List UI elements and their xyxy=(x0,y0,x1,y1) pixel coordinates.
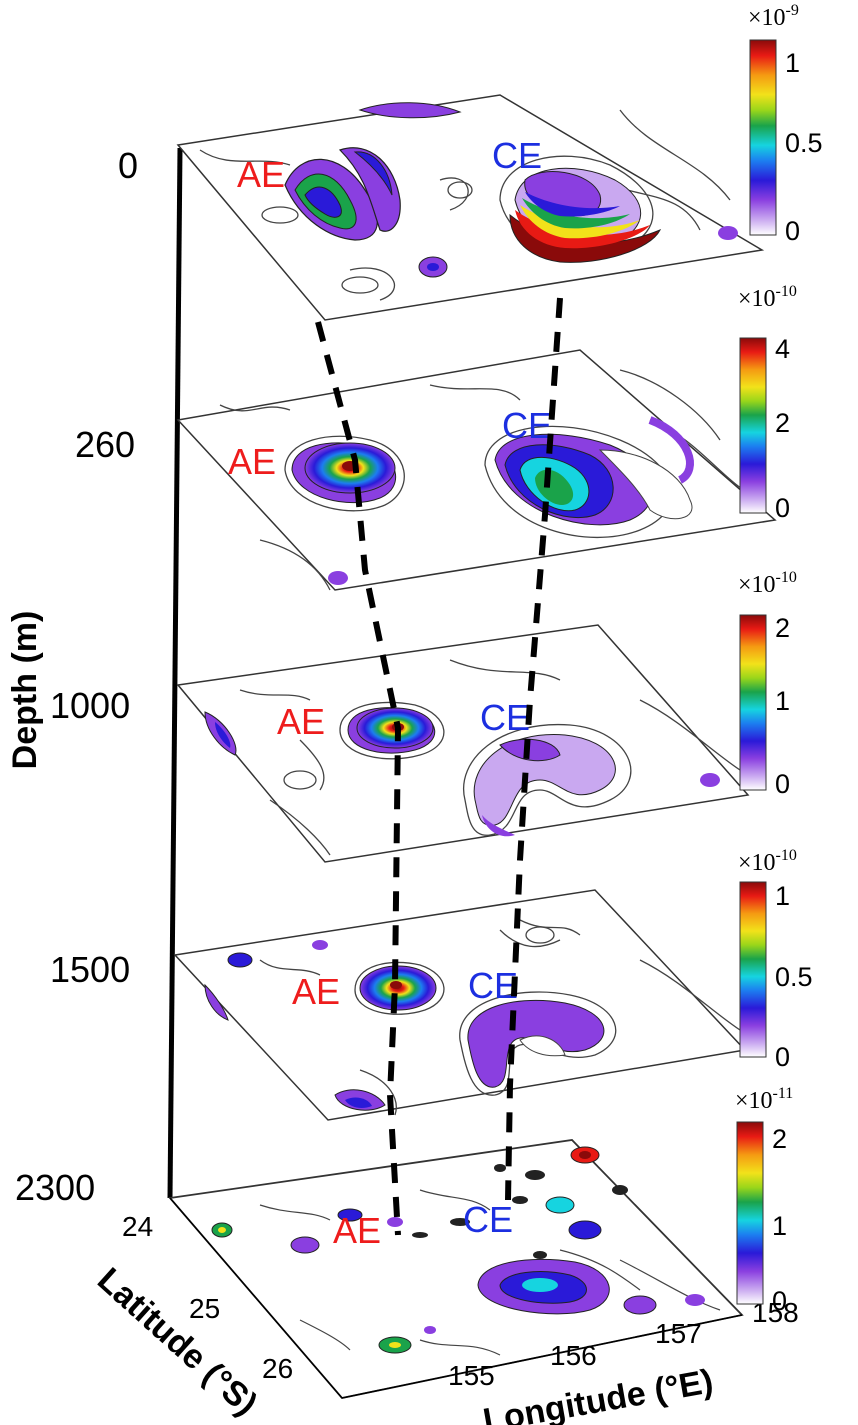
colorbar-tick: 0 xyxy=(775,1042,790,1072)
colorbar-tick: 1 xyxy=(775,686,790,716)
longitude-tick: 156 xyxy=(550,1340,597,1371)
depth-tick-0: 0 xyxy=(118,145,138,186)
colorbar-tick: 0 xyxy=(775,493,790,523)
eddy-label-ce: CE xyxy=(480,697,530,738)
layer-plane xyxy=(176,94,765,321)
colorbar-scale: ×10-10 xyxy=(738,569,797,598)
depth-axis: 0 260 1000 1500 2300 Depth (m) xyxy=(6,145,138,1208)
ae-track xyxy=(315,321,402,1236)
layer-0m: AE CE xyxy=(176,94,765,321)
eddy-label-ce: CE xyxy=(463,1199,513,1240)
latitude-tick: 26 xyxy=(262,1353,293,1384)
latitude-axis-title: Latitude (°S) xyxy=(90,1261,264,1423)
colorbar-tick: 4 xyxy=(775,334,790,364)
colorbar-2300m: ×10-11 2 1 0 xyxy=(735,1085,793,1316)
colorbar-1000m: ×10-10 2 1 0 xyxy=(738,569,797,799)
colorbar-0m: ×10-9 1 0.5 0 xyxy=(748,2,823,246)
colorbar-tick: 2 xyxy=(775,408,790,438)
eddy-label-ae: AE xyxy=(292,971,340,1012)
layer-plane xyxy=(176,624,750,863)
colorbar-tick: 1 xyxy=(772,1211,787,1241)
layer-260m: AE CE xyxy=(176,349,777,591)
layer-plane xyxy=(173,889,747,1121)
colorbar-tick: 0.5 xyxy=(785,128,823,158)
eddy-label-ce: CE xyxy=(492,135,542,176)
layer-2300m: AE CE xyxy=(168,1139,744,1399)
layer-plane xyxy=(176,349,777,591)
longitude-tick: 157 xyxy=(655,1318,702,1349)
colorbar-scale: ×10-9 xyxy=(748,2,799,31)
colorbar-tick: 2 xyxy=(772,1124,787,1154)
layer-1000m: AE CE xyxy=(176,624,750,863)
layer-1500m: AE CE xyxy=(173,889,747,1121)
eddy-label-ae: AE xyxy=(333,1210,381,1251)
latitude-tick: 25 xyxy=(189,1293,220,1324)
colorbar-tick: 1 xyxy=(785,48,800,78)
depth-tick-2300: 2300 xyxy=(15,1167,95,1208)
colorbar-tick: 0 xyxy=(772,1286,787,1316)
eddy-center-tracks xyxy=(315,297,563,1236)
depth-tick-1500: 1500 xyxy=(50,949,130,990)
eddy-label-ce: CE xyxy=(502,405,552,446)
colorbar-1500m: ×10-10 1 0.5 0 xyxy=(738,847,813,1072)
ce-track xyxy=(505,297,563,1201)
latitude-tick: 24 xyxy=(122,1211,153,1242)
colorbar-tick: 0 xyxy=(785,216,800,246)
eddy-label-ae: AE xyxy=(228,441,276,482)
longitude-tick: 155 xyxy=(448,1360,495,1391)
eddy-label-ae: AE xyxy=(237,154,285,195)
eddy-label-ae: AE xyxy=(277,701,325,742)
colorbar-tick: 2 xyxy=(775,613,790,643)
depth-axis-line xyxy=(167,147,183,1199)
longitude-axis-title: Longitude (°E) xyxy=(480,1362,716,1425)
eddy-label-ce: CE xyxy=(468,965,518,1006)
depth-axis-title: Depth (m) xyxy=(6,611,44,770)
depth-tick-1000: 1000 xyxy=(50,685,130,726)
colorbar-scale: ×10-10 xyxy=(738,847,797,876)
small-features xyxy=(211,1146,705,1354)
colorbar-260m: ×10-10 4 2 0 xyxy=(738,283,797,523)
colorbar-tick: 0.5 xyxy=(775,962,813,992)
depth-tick-260: 260 xyxy=(75,424,135,465)
colorbar-tick: 1 xyxy=(775,881,790,911)
colorbar-tick: 0 xyxy=(775,769,790,799)
colorbar-scale: ×10-11 xyxy=(735,1085,793,1114)
colorbar-scale: ×10-10 xyxy=(738,283,797,312)
